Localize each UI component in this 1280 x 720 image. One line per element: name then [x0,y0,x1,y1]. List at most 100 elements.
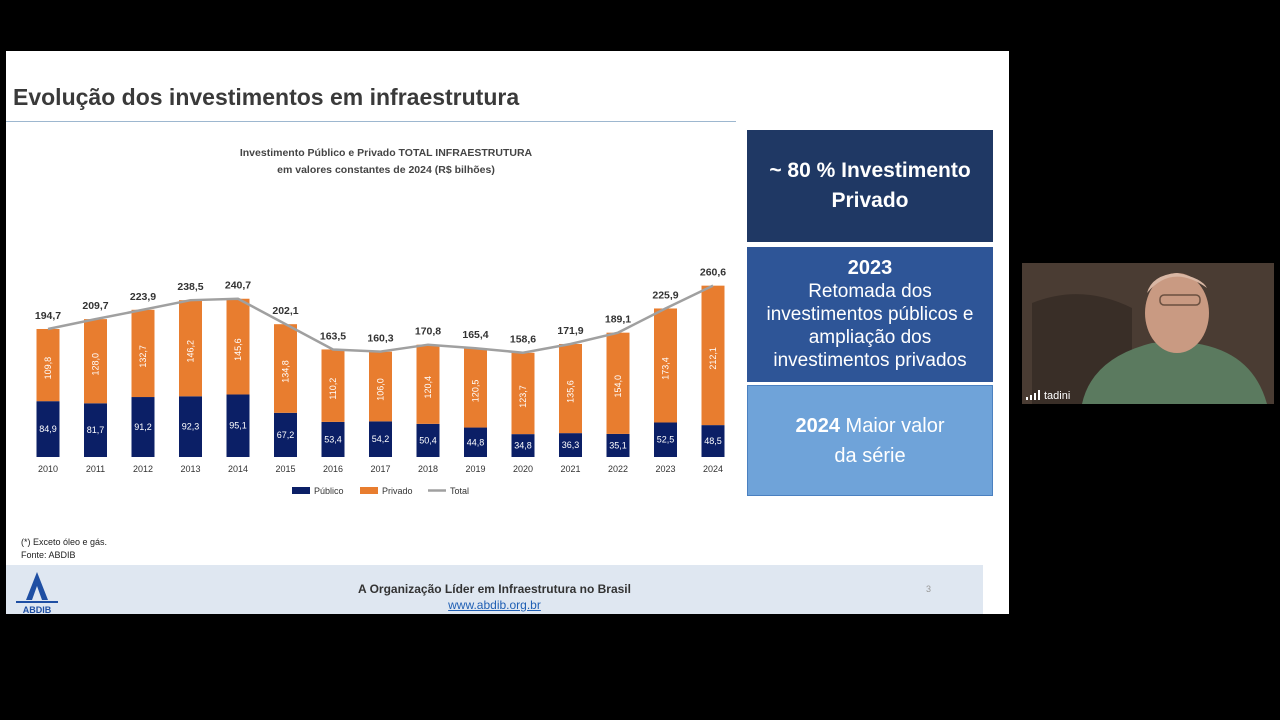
label-total: 171,9 [557,325,583,337]
bar-publico [179,396,202,457]
footnote-exclusion: (*) Exceto óleo e gás. [21,537,108,547]
label-privado: 109,8 [43,357,53,380]
year-2023-text: Retomada dos investimentos públicos e am… [766,281,974,371]
private-share-text: ~ 80 % Investimento Privado [769,159,971,212]
x-tick-label: 2012 [133,464,153,474]
x-tick-label: 2013 [180,464,200,474]
label-publico: 84,9 [39,424,57,434]
label-total: 189,1 [605,314,631,326]
label-total: 165,4 [462,329,488,341]
label-privado: 128,0 [91,353,101,376]
x-tick-label: 2021 [560,464,580,474]
label-privado: 120,5 [471,380,481,403]
slide-footer: ABDIB A Organização Líder em Infraestrut… [6,565,983,614]
bar-privado [84,319,107,404]
bar-publico [654,422,677,457]
label-total: 194,7 [35,310,61,322]
footer-link[interactable]: www.abdib.org.br [448,598,541,612]
legend-swatch [292,487,310,494]
label-privado: 154,0 [613,375,623,398]
year-2024-text: Maior valor da série [834,414,945,467]
private-share-box: ~ 80 % Investimento Privado [747,130,993,242]
bar-publico [416,423,440,457]
label-publico: 44,8 [467,437,485,447]
label-publico: 91,2 [134,422,152,432]
bar-publico [701,425,725,457]
bar-publico [559,433,582,457]
title-divider [6,121,736,122]
participant-name: tadini [1044,390,1071,402]
logo-text: ABDIB [23,605,52,614]
bar-publico [131,397,155,457]
participant-video-frame [1022,263,1274,404]
bar-privado [179,300,202,397]
label-total: 260,6 [700,267,726,279]
bar-publico [226,394,250,457]
signal-strength-icon [1026,390,1040,400]
bar-publico [606,433,630,457]
x-tick-label: 2016 [323,464,343,474]
label-total: 238,5 [177,281,203,293]
label-privado: 134,8 [281,360,291,383]
label-total: 160,3 [367,333,393,345]
x-tick-label: 2014 [228,464,248,474]
label-publico: 67,2 [277,430,295,440]
label-publico: 50,4 [419,435,437,445]
legend-label: Público [314,486,344,496]
footnote: (*) Exceto óleo e gás. Fonte: ABDIB [21,536,107,562]
chart-total-line: 194,7 209,7 223,9 238,5 240,7 202,1 163,5 160,3… [35,267,726,354]
label-publico: 54,2 [372,434,390,444]
label-privado: 173,4 [661,357,671,380]
label-publico: 35,1 [609,440,627,450]
label-total: 240,7 [225,280,251,292]
bar-publico [369,421,392,457]
x-tick-label: 2018 [418,464,438,474]
chart-title: Investimento Público e Privado TOTAL INF… [240,147,533,159]
bar-privado [511,352,535,435]
year-2024-label: 2024 [795,414,841,437]
chart-subtitle: em valores constantes de 2024 (R$ bilhõe… [277,164,495,176]
label-privado: 132,7 [138,345,148,368]
bar-privado [606,332,630,434]
label-publico: 48,5 [704,436,722,446]
page-number: 3 [926,584,932,594]
year-2023-box: 2023 Retomada dos investimentos públicos… [747,247,993,382]
label-publico: 52,5 [657,435,675,445]
bar-privado [369,351,392,422]
label-publico: 36,3 [562,440,580,450]
x-tick-label: 2017 [370,464,390,474]
label-privado: 146,2 [186,340,196,363]
bar-privado [36,328,60,402]
label-privado: 120,4 [423,376,433,399]
bar-publico [84,403,107,457]
label-total: 163,5 [320,330,346,342]
label-publico: 53,4 [324,434,342,444]
abdib-logo: ABDIB [16,572,58,614]
label-privado: 106,0 [376,378,386,401]
participant-video-tile[interactable]: tadini [1022,263,1274,404]
bar-privado [321,349,345,422]
bar-privado [701,285,725,426]
label-privado: 145,6 [233,338,243,361]
slide-title: Evolução dos investimentos em infraestru… [13,84,520,110]
label-publico: 92,3 [182,422,200,432]
label-privado: 123,7 [518,385,528,408]
label-total: 170,8 [415,326,441,338]
chart-legend: Público Privado Total [292,486,469,496]
bar-privado [226,298,250,395]
label-privado: 212,1 [708,347,718,370]
bar-publico [464,427,487,457]
label-publico: 34,8 [514,441,532,451]
label-total: 209,7 [82,300,108,312]
bar-privado [274,324,297,413]
footer-tagline: A Organização Líder em Infraestrutura no… [358,582,631,596]
x-tick-label: 2011 [86,464,105,474]
x-tick-label: 2022 [608,464,628,474]
legend-swatch [360,487,378,494]
label-total: 158,6 [510,334,536,346]
x-tick-label: 2024 [703,464,723,474]
x-tick-label: 2015 [275,464,295,474]
label-total: 202,1 [272,305,298,317]
label-total: 223,9 [130,291,156,303]
bar-privado [131,309,155,398]
